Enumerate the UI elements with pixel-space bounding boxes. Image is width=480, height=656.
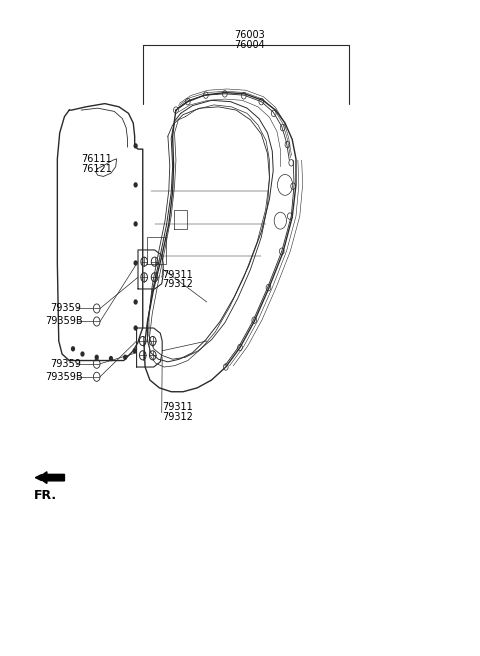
Text: 76111: 76111	[81, 154, 112, 164]
Text: 76003: 76003	[234, 30, 265, 40]
Text: 79311: 79311	[162, 402, 192, 413]
Text: 79312: 79312	[162, 412, 192, 422]
Text: 79359B: 79359B	[46, 372, 83, 382]
Circle shape	[124, 356, 127, 359]
Circle shape	[134, 222, 137, 226]
Text: 79359B: 79359B	[46, 316, 83, 327]
Circle shape	[134, 144, 137, 148]
Text: FR.: FR.	[34, 489, 57, 502]
Circle shape	[133, 349, 136, 353]
Text: 76121: 76121	[81, 163, 112, 174]
FancyArrow shape	[38, 472, 64, 483]
Text: 79359: 79359	[50, 359, 81, 369]
Circle shape	[96, 356, 98, 359]
Circle shape	[134, 326, 137, 330]
Circle shape	[81, 352, 84, 356]
Text: 79312: 79312	[162, 279, 192, 289]
Circle shape	[72, 347, 74, 351]
Text: 76004: 76004	[234, 40, 265, 50]
Circle shape	[134, 183, 137, 187]
Circle shape	[134, 300, 137, 304]
Circle shape	[109, 357, 112, 361]
Text: 79311: 79311	[162, 270, 192, 279]
Text: 79359: 79359	[50, 304, 81, 314]
Circle shape	[134, 261, 137, 265]
